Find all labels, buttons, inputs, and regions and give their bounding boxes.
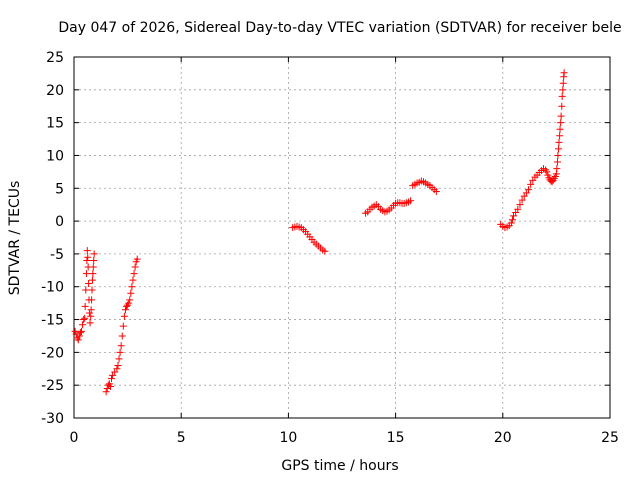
data-point [117,342,125,350]
data-point [125,299,133,307]
y-tick-label: -15 [41,313,64,329]
y-tick-label: -10 [41,280,64,296]
data-point [553,158,561,166]
data-point [81,314,89,322]
x-tick-label: 20 [494,430,512,446]
data-point [527,180,535,188]
data-point [321,247,329,255]
data-point [557,112,565,120]
data-point [130,270,138,278]
data-point [114,361,122,369]
data-point [118,332,126,340]
plot-frame [73,56,611,419]
data-point [82,270,90,278]
data-point [83,247,91,255]
data-point [525,186,533,194]
data-point [555,145,563,153]
data-point [87,306,95,314]
x-tick-label: 25 [601,430,619,446]
data-point [106,382,114,390]
data-point [127,289,135,297]
data-point [558,92,566,100]
data-point [554,151,562,159]
data-point [128,283,136,291]
data-point [81,302,89,310]
data-point [120,312,128,320]
y-tick-label: -30 [41,411,64,427]
data-point [556,132,564,140]
grid-lines [74,57,610,418]
data-point [516,201,524,209]
data-point [84,253,92,261]
data-point [82,286,90,294]
data-point [83,256,91,264]
data-point [88,296,96,304]
y-tick-label: 5 [55,181,64,197]
data-point [543,168,551,176]
data-point [508,216,516,224]
data-point [108,375,116,383]
y-tick-label: -25 [41,378,64,394]
y-axis-label: SDTVAR / TECUs [7,181,23,296]
data-point [90,256,98,264]
data-point [129,276,137,284]
data-point [75,332,83,340]
data-point [113,365,121,373]
data-point [78,327,86,335]
tick-labels: 0 5 10 15 20 25 -30 -25 -20 -15 -10 -5 0 5 10 15 20 25 [41,50,619,446]
data-point [74,336,82,344]
data-point [102,388,110,396]
data-point [116,348,124,356]
data-point [88,286,96,294]
data-point [90,250,98,258]
data-point [86,319,94,327]
data-point [407,197,415,205]
y-tick-label: 15 [46,116,64,132]
data-point [88,276,96,284]
data-point [556,125,564,133]
y-tick-label: -20 [41,345,64,361]
y-tick-label: 0 [55,214,64,230]
x-tick-label: 15 [387,430,405,446]
y-tick-label: 25 [46,50,64,66]
data-point [553,165,561,173]
data-point [557,119,565,127]
data-point [514,205,522,213]
data-point [80,316,88,324]
data-point [518,196,526,204]
data-point [121,306,129,314]
data-point [432,188,440,196]
y-tick-label: 10 [46,148,64,164]
data-point [85,279,93,287]
data-point [76,329,84,337]
data-point [89,270,97,278]
data-point [119,322,127,330]
y-tick-label: 20 [46,83,64,99]
data-point [126,296,134,304]
data-point [89,263,97,271]
x-tick-label: 10 [279,430,297,446]
x-tick-label: 0 [70,430,79,446]
x-axis-label: GPS time / hours [281,458,398,474]
data-point [115,355,123,363]
data-point [559,79,567,87]
data-points [71,69,568,396]
data-point [507,219,515,227]
data-point [87,312,95,320]
data-point [133,255,141,263]
data-point [131,263,139,271]
data-point [560,69,568,77]
data-point [85,309,93,317]
y-tick-label: -5 [50,247,64,263]
data-point [558,102,566,110]
data-point [79,321,87,329]
x-tick-label: 5 [177,430,186,446]
data-point [555,138,563,146]
chart-title: Day 047 of 2026, Sidereal Day-to-day VTE… [58,20,621,36]
data-point [559,86,567,94]
